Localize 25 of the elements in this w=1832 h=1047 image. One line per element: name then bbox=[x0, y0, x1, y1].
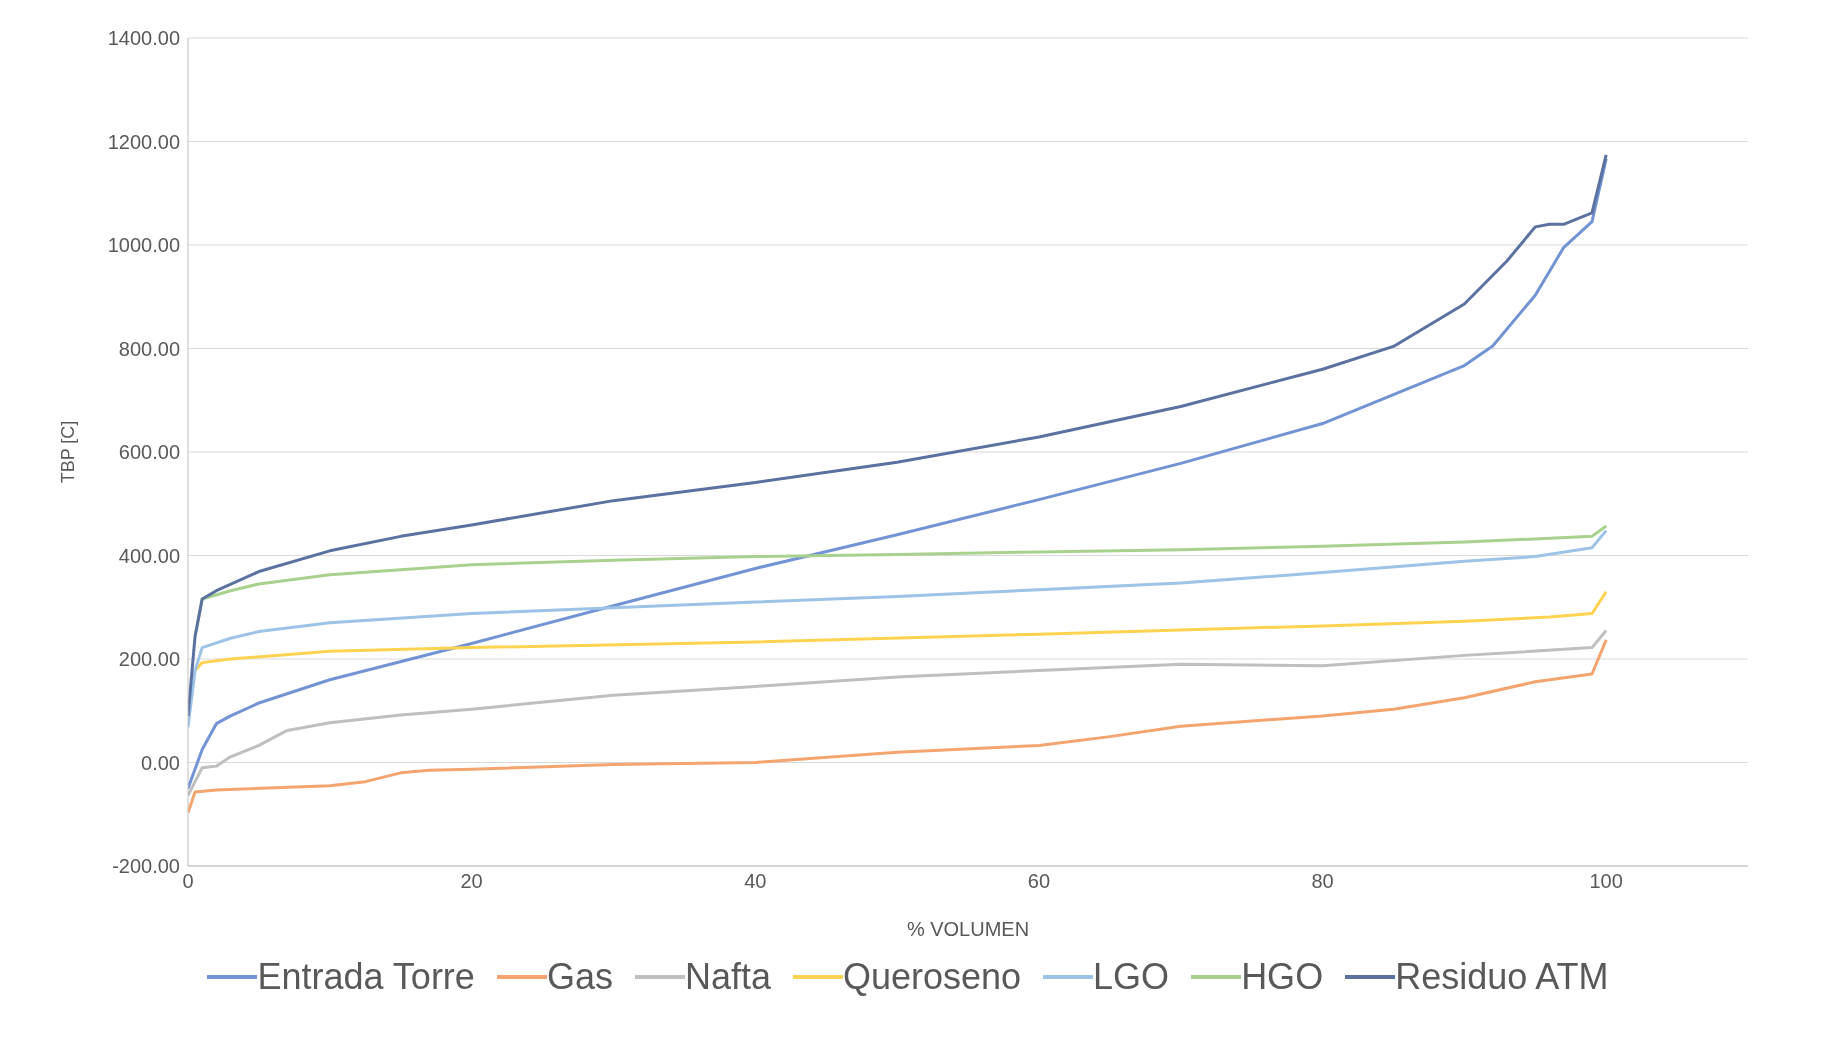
x-axis-title: % VOLUMEN bbox=[906, 918, 1030, 940]
y-tick-label: 1000.00 bbox=[107, 234, 180, 257]
legend-label: Entrada Torre bbox=[257, 956, 475, 998]
y-tick-label: 0.00 bbox=[141, 751, 180, 774]
x-tick-label: 20 bbox=[460, 870, 483, 893]
x-tick-label: 60 bbox=[1027, 870, 1051, 893]
x-tick-label: 0 bbox=[182, 870, 194, 893]
x-tick-label: 40 bbox=[744, 870, 767, 893]
y-tick-label: 400.00 bbox=[118, 544, 180, 567]
line-series bbox=[188, 529, 1608, 729]
legend-label: Queroseno bbox=[842, 956, 1022, 998]
legend-label: HGO bbox=[1241, 956, 1324, 998]
y-tick-label: 600.00 bbox=[118, 441, 180, 464]
legend-label: Gas bbox=[546, 956, 613, 998]
x-tick-label: 80 bbox=[1311, 870, 1334, 893]
y-tick-label: 1200.00 bbox=[107, 130, 180, 153]
legend-label: Residuo ATM bbox=[1395, 956, 1609, 998]
y-axis-title: TBP [C] bbox=[58, 420, 79, 484]
y-tick-label: 1400.00 bbox=[107, 27, 180, 50]
y-tick-label: 800.00 bbox=[118, 337, 180, 360]
y-tick-label: -200.00 bbox=[112, 855, 180, 878]
legend-label: LGO bbox=[1093, 956, 1170, 998]
x-tick-label: 100 bbox=[1589, 870, 1623, 893]
y-tick-label: 200.00 bbox=[118, 648, 180, 671]
legend-label: Nafta bbox=[684, 956, 771, 998]
